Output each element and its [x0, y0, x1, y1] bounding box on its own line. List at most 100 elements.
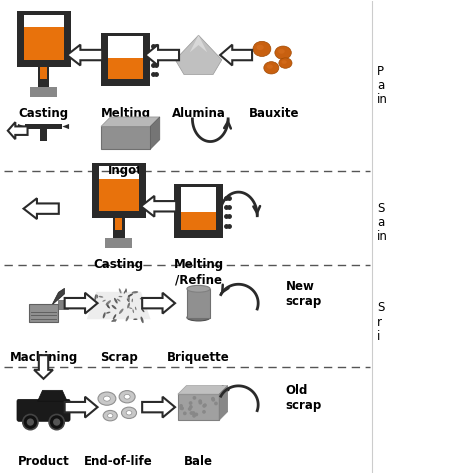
Ellipse shape — [113, 318, 116, 322]
Ellipse shape — [94, 294, 97, 300]
Circle shape — [211, 397, 215, 401]
Text: r: r — [377, 316, 382, 328]
Ellipse shape — [117, 299, 120, 301]
Text: Alumina: Alumina — [172, 107, 226, 120]
FancyBboxPatch shape — [40, 124, 47, 141]
Ellipse shape — [107, 305, 110, 309]
Circle shape — [189, 405, 193, 409]
FancyBboxPatch shape — [17, 15, 24, 60]
Ellipse shape — [126, 316, 129, 321]
Ellipse shape — [141, 308, 145, 312]
Ellipse shape — [99, 296, 103, 298]
Ellipse shape — [107, 303, 109, 308]
FancyBboxPatch shape — [64, 15, 71, 60]
Circle shape — [49, 414, 64, 430]
Polygon shape — [142, 397, 175, 418]
FancyBboxPatch shape — [37, 66, 49, 87]
Text: Melting: Melting — [100, 107, 151, 120]
Ellipse shape — [267, 64, 273, 69]
Polygon shape — [142, 293, 175, 314]
Ellipse shape — [119, 391, 135, 403]
Ellipse shape — [125, 288, 127, 292]
Polygon shape — [178, 386, 228, 394]
Ellipse shape — [113, 314, 116, 319]
Polygon shape — [219, 386, 228, 420]
Text: Briquette: Briquette — [167, 351, 230, 365]
Text: Casting: Casting — [18, 107, 69, 120]
Polygon shape — [67, 45, 102, 65]
Text: Scrap: Scrap — [100, 351, 137, 365]
Ellipse shape — [278, 49, 285, 54]
FancyBboxPatch shape — [181, 212, 216, 230]
Ellipse shape — [111, 305, 117, 309]
Polygon shape — [24, 198, 59, 219]
Text: Ingot: Ingot — [109, 164, 143, 177]
FancyBboxPatch shape — [30, 87, 57, 97]
Ellipse shape — [140, 317, 144, 323]
Ellipse shape — [128, 295, 130, 302]
Polygon shape — [87, 292, 151, 319]
Ellipse shape — [91, 306, 92, 310]
Polygon shape — [37, 390, 67, 401]
Ellipse shape — [126, 410, 132, 415]
Circle shape — [211, 398, 215, 401]
Circle shape — [180, 406, 183, 410]
FancyBboxPatch shape — [178, 394, 219, 420]
Text: Casting: Casting — [93, 258, 144, 271]
FancyBboxPatch shape — [91, 166, 99, 211]
Circle shape — [190, 411, 193, 415]
Polygon shape — [64, 293, 98, 314]
Text: Product: Product — [18, 456, 69, 468]
Ellipse shape — [128, 293, 133, 297]
FancyBboxPatch shape — [28, 304, 58, 322]
Polygon shape — [145, 45, 179, 65]
Ellipse shape — [119, 309, 124, 314]
Ellipse shape — [103, 312, 106, 319]
FancyBboxPatch shape — [109, 58, 143, 79]
Ellipse shape — [187, 314, 210, 321]
Ellipse shape — [127, 299, 129, 302]
Ellipse shape — [103, 410, 117, 421]
Ellipse shape — [132, 291, 138, 293]
FancyBboxPatch shape — [101, 36, 109, 79]
Circle shape — [214, 401, 218, 405]
Circle shape — [189, 401, 192, 405]
Circle shape — [202, 410, 206, 414]
Circle shape — [27, 419, 34, 426]
Ellipse shape — [118, 296, 122, 297]
FancyBboxPatch shape — [101, 76, 150, 86]
Text: Bale: Bale — [184, 456, 213, 468]
Ellipse shape — [140, 297, 146, 300]
Polygon shape — [190, 35, 207, 53]
FancyBboxPatch shape — [139, 166, 146, 211]
Ellipse shape — [127, 302, 130, 309]
Text: a: a — [377, 79, 384, 92]
Circle shape — [199, 401, 202, 405]
Ellipse shape — [275, 46, 292, 59]
Ellipse shape — [264, 62, 279, 74]
FancyBboxPatch shape — [115, 218, 122, 230]
FancyBboxPatch shape — [174, 228, 223, 237]
Polygon shape — [8, 122, 27, 139]
Ellipse shape — [119, 288, 121, 293]
FancyBboxPatch shape — [216, 187, 223, 230]
FancyBboxPatch shape — [101, 127, 150, 149]
FancyBboxPatch shape — [143, 36, 150, 79]
FancyBboxPatch shape — [99, 179, 139, 211]
Circle shape — [180, 407, 184, 410]
Polygon shape — [34, 355, 53, 379]
Text: New
scrap: New scrap — [285, 280, 322, 308]
Text: Old
scrap: Old scrap — [285, 383, 322, 412]
FancyBboxPatch shape — [17, 399, 70, 421]
Text: End-of-life: End-of-life — [84, 456, 153, 468]
Ellipse shape — [121, 407, 137, 419]
FancyBboxPatch shape — [58, 300, 68, 309]
Ellipse shape — [124, 290, 126, 294]
Circle shape — [194, 412, 198, 416]
Circle shape — [23, 414, 38, 430]
FancyBboxPatch shape — [91, 163, 146, 166]
Ellipse shape — [97, 295, 98, 298]
Ellipse shape — [98, 392, 116, 405]
Ellipse shape — [282, 60, 287, 64]
Text: S: S — [377, 301, 384, 314]
